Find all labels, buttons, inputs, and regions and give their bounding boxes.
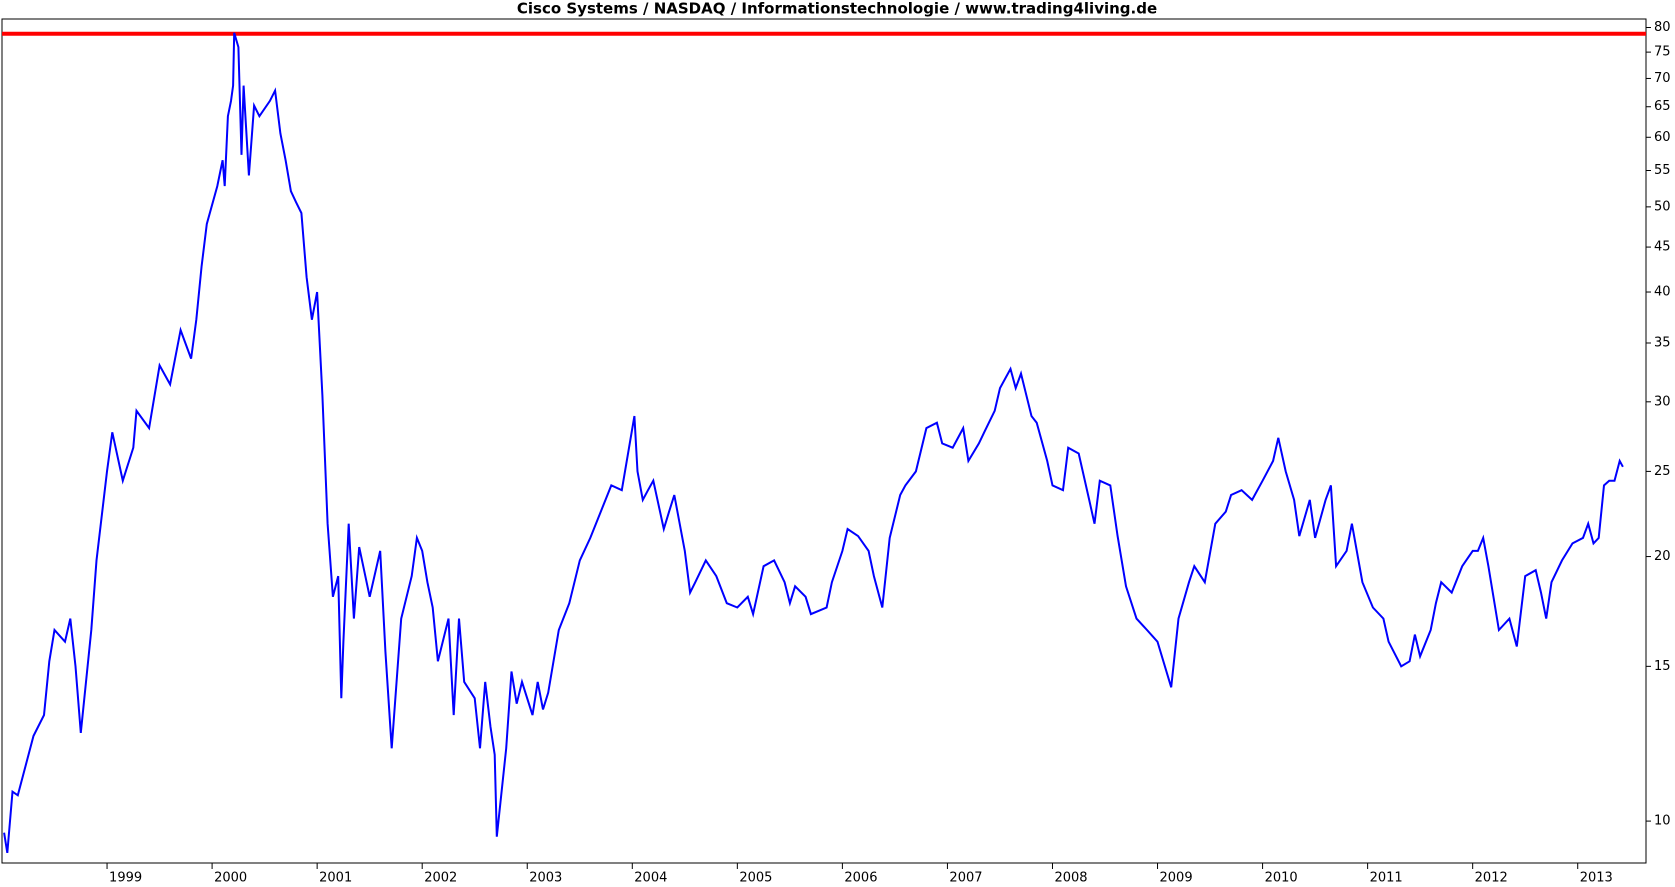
y-tick-label: 60 (1654, 130, 1671, 145)
y-tick-label: 25 (1654, 464, 1671, 479)
chart-title: Cisco Systems / NASDAQ / Informationstec… (517, 0, 1157, 18)
y-tick-label: 80 (1654, 20, 1671, 35)
y-tick-label: 45 (1654, 240, 1671, 255)
y-tick-label: 70 (1654, 71, 1671, 86)
y-tick-label: 65 (1654, 99, 1671, 114)
y-tick-label: 15 (1654, 659, 1671, 674)
x-tick-label: 2002 (424, 871, 457, 886)
x-tick-label: 2001 (319, 871, 352, 886)
x-tick-label: 2010 (1265, 871, 1298, 886)
y-tick-label: 30 (1654, 394, 1671, 409)
y-tick-label: 50 (1654, 199, 1671, 214)
y-tick-label: 75 (1654, 45, 1671, 60)
price-line (3, 32, 1624, 854)
y-tick-label: 40 (1654, 285, 1671, 300)
x-tick-label: 2012 (1475, 871, 1508, 886)
y-tick-label: 20 (1654, 549, 1671, 564)
x-tick-label: 2005 (739, 871, 772, 886)
x-tick-label: 2003 (529, 871, 562, 886)
x-tick-label: 2000 (214, 871, 247, 886)
x-tick-label: 2004 (634, 871, 667, 886)
x-tick-label: 1999 (109, 871, 142, 886)
y-tick-label: 10 (1654, 814, 1671, 829)
x-tick-label: 2008 (1054, 871, 1087, 886)
x-tick-label: 2007 (949, 871, 982, 886)
plot-frame (1, 18, 1647, 864)
y-tick-label: 35 (1654, 335, 1671, 350)
x-tick-label: 2011 (1370, 871, 1403, 886)
x-tick-label: 2013 (1580, 871, 1613, 886)
y-tick-label: 55 (1654, 163, 1671, 178)
x-tick-label: 2009 (1160, 871, 1193, 886)
x-tick-label: 2006 (844, 871, 877, 886)
